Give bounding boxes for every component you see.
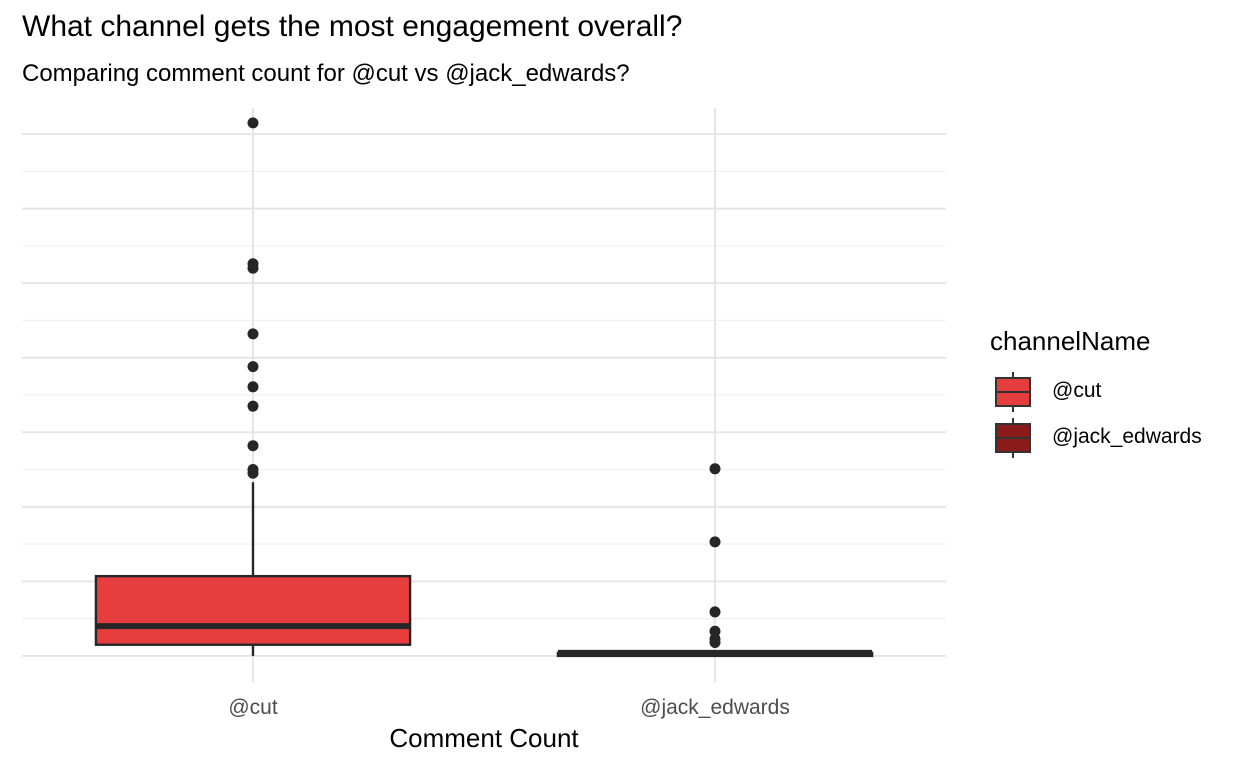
box-cut <box>94 574 412 646</box>
outlier-point-cut <box>247 361 259 373</box>
outlier-point-jack-edwards <box>709 463 721 475</box>
x-axis-label: Comment Count <box>389 723 579 753</box>
outlier-point-jack-edwards <box>709 625 721 637</box>
outlier-point-jack-edwards <box>709 606 721 618</box>
outlier-point-cut <box>247 464 259 476</box>
outlier-point-cut <box>247 117 259 129</box>
outlier-point-cut <box>247 328 259 340</box>
outlier-point-cut <box>247 381 259 393</box>
outlier-point-cut <box>247 258 259 270</box>
legend-item-cut: @cut <box>990 372 1240 412</box>
legend-key-jack-edwards <box>995 418 1031 458</box>
legend-item-jack-edwards: @jack_edwards <box>990 418 1240 458</box>
outlier-point-cut <box>247 400 259 412</box>
chart-subtitle: Comparing comment count for @cut vs @jac… <box>22 60 630 87</box>
legend-label-cut: @cut <box>1052 379 1102 402</box>
legend-label-jack-edwards: @jack_edwards <box>1052 425 1202 448</box>
x-tick-label: @jack_edwards <box>640 696 790 719</box>
outlier-point-cut <box>247 440 259 452</box>
chart-title: What channel gets the most engagement ov… <box>22 10 683 43</box>
legend-title: channelName <box>990 326 1151 356</box>
legend-key-cut <box>995 372 1031 412</box>
outlier-point-jack-edwards <box>709 536 721 548</box>
x-tick-label: @cut <box>228 696 277 719</box>
